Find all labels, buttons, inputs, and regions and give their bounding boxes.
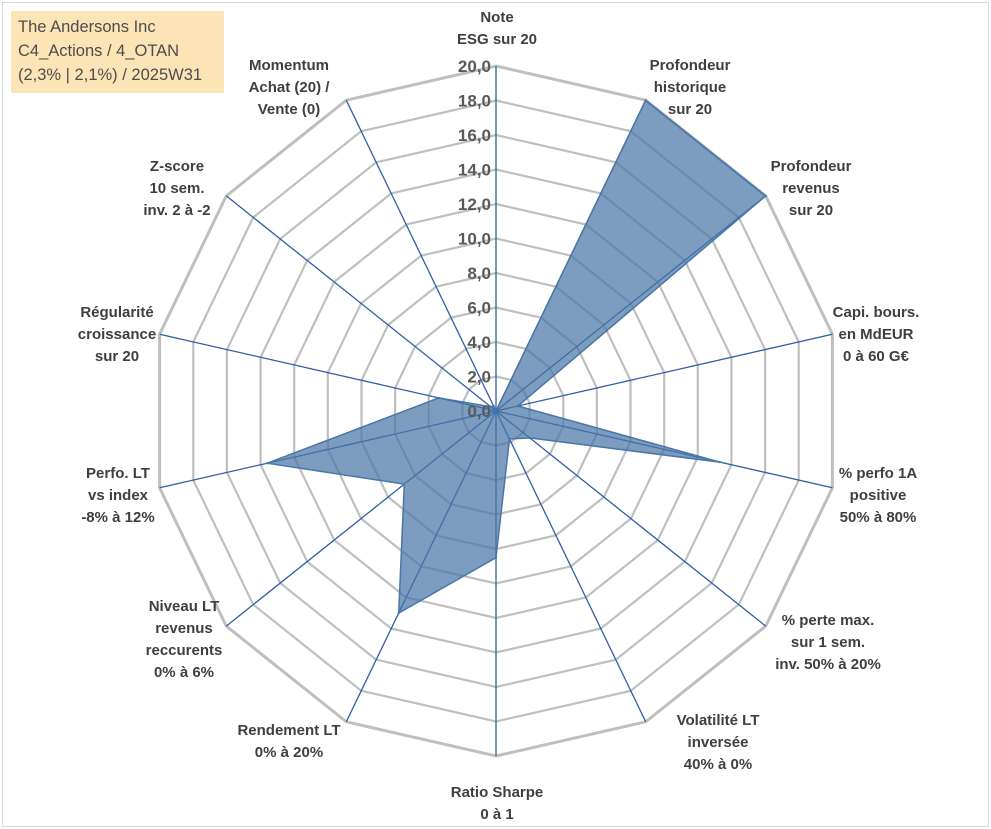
title-line-company: The Andersons Inc [18, 18, 156, 36]
tick-label: 0,0 [467, 402, 491, 421]
radar-series [264, 99, 767, 615]
axis-label: Rendement LT 0% à 20% [237, 722, 340, 761]
title-line-stats: (2,3% | 2,1%) / 2025W31 [18, 66, 203, 84]
axis-spoke [495, 333, 833, 412]
data-point [494, 409, 498, 413]
tick-label: 8,0 [467, 264, 491, 283]
axis-label: Z-score 10 sem. inv. 2 à -2 [143, 158, 210, 219]
data-point [492, 405, 495, 408]
axis-label: Profondeur revenus sur 20 [771, 158, 852, 219]
axis-label: Régularité croissance sur 20 [78, 304, 156, 365]
data-point [764, 194, 767, 198]
data-point [644, 99, 647, 102]
axis-spoke [495, 410, 647, 723]
axis-label: Perfo. LT vs index -8% à 12% [81, 465, 154, 526]
axis-label: Capi. bours. en MdEUR 0 à 60 G€ [833, 304, 920, 365]
radar-axis-labels: Note ESG sur 20 Profondeur historique sur 20… [78, 9, 920, 823]
tick-label: 14,0 [458, 161, 491, 180]
data-point [528, 436, 531, 440]
radar-tick-labels: 0,0 2,0 4,0 6,0 8,0 10,0 12,0 14,0 16,0 18,0 20,0 [458, 57, 491, 421]
data-point [266, 462, 269, 465]
axis-spoke [345, 99, 497, 412]
data-point [437, 396, 440, 400]
tick-label: 12,0 [458, 195, 491, 214]
axis-label: Ratio Sharpe 0 à 1 [451, 784, 544, 823]
tick-label: 6,0 [467, 299, 491, 318]
chart-title-box: The Andersons Inc C4_Actions / 4_OTAN (2… [11, 11, 224, 93]
axis-label: Momentum Achat (20) / Vente (0) [249, 57, 331, 118]
tick-label: 10,0 [458, 230, 491, 249]
title-line-category: C4_Actions / 4_OTAN [18, 42, 180, 60]
data-point [494, 556, 498, 559]
tick-label: 4,0 [467, 333, 491, 352]
series-area [264, 99, 767, 615]
data-point [489, 405, 492, 408]
tick-label: 20,0 [458, 57, 491, 76]
data-point [397, 611, 400, 615]
data-point [403, 482, 406, 486]
axis-label: % perfo 1A positive 50% à 80% [839, 465, 918, 526]
tick-label: 18,0 [458, 92, 491, 111]
tick-label: 16,0 [458, 126, 491, 145]
axis-label: Niveau LT revenus reccurents 0% à 6% [146, 598, 223, 681]
tick-label: 2,0 [467, 368, 491, 387]
data-point [718, 460, 721, 464]
axis-label: Note ESG sur 20 [457, 9, 537, 48]
data-point [508, 437, 511, 441]
data-point [516, 404, 520, 408]
axis-spoke [495, 410, 767, 627]
axis-label: % perte max. sur 1 sem. inv. 50% à 20% [775, 612, 881, 673]
axis-label: Profondeur historique sur 20 [650, 57, 731, 118]
axis-spoke [225, 195, 497, 412]
axis-label: Volatilité LT inversée 40% à 0% [677, 712, 760, 773]
